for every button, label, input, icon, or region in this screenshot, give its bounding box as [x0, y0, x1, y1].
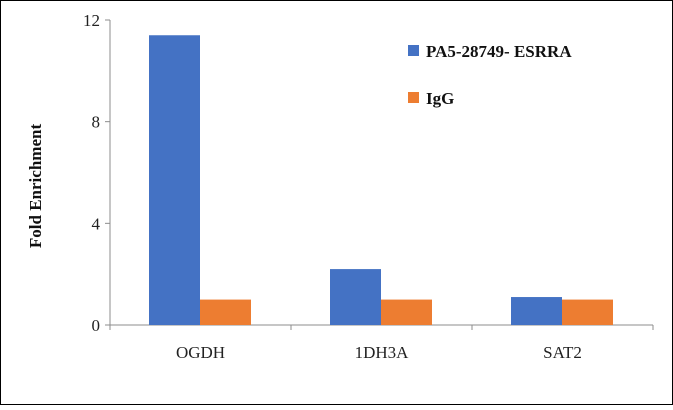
plot-area: 0 4 8 12 OGDH 1DH3A SAT2: [83, 11, 654, 362]
y-tick-label: 0: [92, 316, 101, 335]
bar-igg-1dh3a: [381, 299, 432, 325]
bar-igg-ogdh: [200, 299, 251, 325]
y-tick-label: 8: [92, 113, 101, 132]
bar-esrra-sat2: [511, 297, 562, 325]
x-category-label: 1DH3A: [355, 343, 410, 362]
x-category-label: SAT2: [543, 343, 582, 362]
bar-esrra-1dh3a: [330, 269, 381, 325]
legend-label: IgG: [426, 89, 454, 108]
legend: PA5-28749- ESRRA IgG: [408, 42, 572, 108]
bar-igg-sat2: [562, 299, 613, 325]
bar-esrra-ogdh: [149, 35, 200, 325]
y-tick-label: 12: [83, 11, 100, 30]
legend-label: PA5-28749- ESRRA: [426, 42, 572, 61]
x-category-label: OGDH: [176, 343, 225, 362]
legend-swatch: [408, 92, 419, 103]
legend-swatch: [408, 45, 419, 56]
y-axis-label: Fold Enrichment: [26, 124, 45, 249]
y-tick-label: 4: [92, 214, 101, 233]
